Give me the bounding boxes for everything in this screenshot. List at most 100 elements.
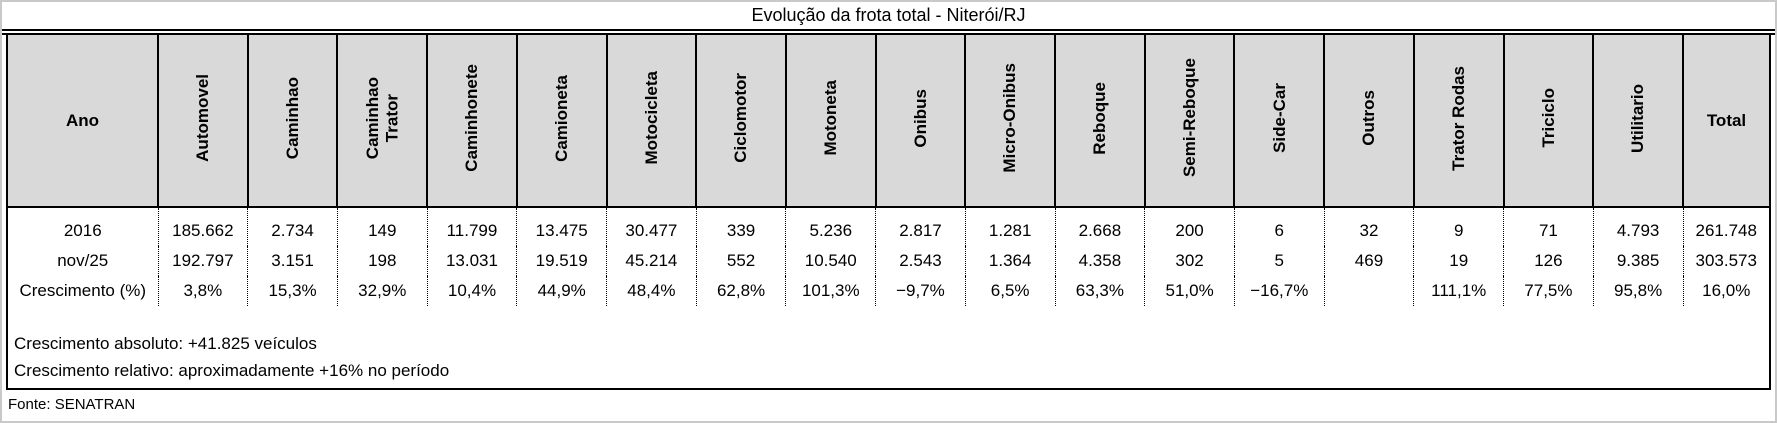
column-header-ano: Ano xyxy=(8,35,158,208)
table-row-2016: 2016 185.662 2.734 149 11.799 13.475 30.477 339… xyxy=(8,207,1769,246)
column-header-label: Utilitario xyxy=(1628,83,1648,153)
fleet-table: Ano Automovel Caminhao Caminhao Trator Camin… xyxy=(8,35,1769,306)
cell-nov-25-micro-onibus: 1.364 xyxy=(964,246,1056,276)
cell-nov-25-outros: 469 xyxy=(1323,246,1414,276)
column-header-utilitario: Utilitario xyxy=(1592,35,1683,208)
cell-crescimento-caminhao-trator: 32,9% xyxy=(336,276,428,306)
cell-nov-25-ciclomotor: 552 xyxy=(695,246,786,276)
cell-nov-25-motocicleta: 45.214 xyxy=(606,246,697,276)
cell-crescimento-caminhao: 15,3% xyxy=(247,276,338,306)
cell-crescimento-side-car: −16,7% xyxy=(1233,276,1325,306)
column-header-triciclo: Triciclo xyxy=(1502,35,1594,208)
cell-2016-caminhonete: 11.799 xyxy=(426,207,517,246)
cell-crescimento-trator-rodas: 111,1% xyxy=(1413,276,1504,306)
column-header-label: Automovel xyxy=(193,74,213,162)
cell-nov-25-caminhao: 3.151 xyxy=(247,246,338,276)
cell-crescimento-triciclo: 77,5% xyxy=(1503,276,1594,306)
cell-2016-ciclomotor: 339 xyxy=(695,207,786,246)
column-header-label: Caminhao xyxy=(282,76,302,160)
column-header-label: Ciclomotor xyxy=(731,73,751,163)
source-label: Fonte: SENATRAN xyxy=(8,396,136,413)
column-header-label: Side-Car xyxy=(1269,83,1289,153)
column-header-label: Triciclo xyxy=(1538,88,1558,148)
column-header-total: Total xyxy=(1682,35,1769,208)
column-header-caminhao: Caminhao xyxy=(246,35,338,208)
cell-2016-camioneta: 13.475 xyxy=(516,207,607,246)
column-header-reboque: Reboque xyxy=(1054,35,1145,208)
cell-nov-25-side-car: 5 xyxy=(1233,246,1325,276)
page-title: Evolução da frota total - Niterói/RJ xyxy=(751,5,1026,25)
column-header-label: Caminhao Trator xyxy=(362,76,402,160)
column-header-label: Onibus xyxy=(910,88,930,148)
cell-2016-outros: 32 xyxy=(1323,207,1414,246)
cell-nov-25-caminhonete: 13.031 xyxy=(426,246,517,276)
cell-nov-25-triciclo: 126 xyxy=(1503,246,1594,276)
column-header-micro-onibus: Micro-Onibus xyxy=(964,35,1056,208)
cell-crescimento-outros xyxy=(1323,276,1414,306)
cell-crescimento-motocicleta: 48,4% xyxy=(606,276,697,306)
cell-2016-triciclo: 71 xyxy=(1503,207,1594,246)
row-label: nov/25 xyxy=(57,251,109,270)
cell-2016-utilitario: 4.793 xyxy=(1592,207,1683,246)
column-header-automovel: Automovel xyxy=(157,35,248,208)
cell-nov-25-reboque: 4.358 xyxy=(1054,246,1145,276)
table-row-crescimento: Crescimento (%) 3,8% 15,3% 32,9% 10,4% 44,9% 4… xyxy=(8,276,1769,306)
cell-nov-25-camioneta: 19.519 xyxy=(516,246,607,276)
cell-2016-semi-reboque: 200 xyxy=(1144,207,1235,246)
cell-2016-motocicleta: 30.477 xyxy=(606,207,697,246)
cell-crescimento-utilitario: 95,8% xyxy=(1592,276,1683,306)
cell-2016-reboque: 2.668 xyxy=(1054,207,1145,246)
cell-crescimento-reboque: 63,3% xyxy=(1054,276,1145,306)
cell-2016-trator-rodas: 9 xyxy=(1413,207,1504,246)
column-header-label: Micro-Onibus xyxy=(1000,63,1020,173)
cell-2016-micro-onibus: 1.281 xyxy=(964,207,1056,246)
cell-crescimento-onibus: −9,7% xyxy=(875,276,966,306)
cell-crescimento-semi-reboque: 51,0% xyxy=(1144,276,1235,306)
cell-nov-25-automovel: 192.797 xyxy=(157,246,248,276)
column-header-label: Caminhonete xyxy=(462,64,482,172)
column-header-caminhonete: Caminhonete xyxy=(426,35,517,208)
column-header-ciclomotor: Ciclomotor xyxy=(695,35,786,208)
column-header-motocicleta: Motocicleta xyxy=(605,35,697,208)
cell-crescimento-ciclomotor: 62,8% xyxy=(695,276,786,306)
column-header-camioneta: Camioneta xyxy=(515,35,607,208)
cell-nov-25-utilitario: 9.385 xyxy=(1592,246,1683,276)
cell-2016-automovel: 185.662 xyxy=(157,207,248,246)
cell-2016-motoneta: 5.236 xyxy=(785,207,876,246)
cell-crescimento-motoneta: 101,3% xyxy=(785,276,876,306)
cell-crescimento-caminhonete: 10,4% xyxy=(426,276,517,306)
cell-crescimento-total: 16,0% xyxy=(1682,276,1769,306)
cell-nov-25-total: 303.573 xyxy=(1682,246,1769,276)
cell-crescimento-camioneta: 44,9% xyxy=(516,276,607,306)
cell-2016-total: 261.748 xyxy=(1682,207,1769,246)
column-header-label: Motocicleta xyxy=(641,71,661,165)
cell-2016-caminhao: 2.734 xyxy=(247,207,338,246)
cell-2016-side-car: 6 xyxy=(1233,207,1325,246)
column-header-label: Semi-Reboque xyxy=(1179,58,1199,178)
column-header-label: Outros xyxy=(1359,90,1379,146)
column-header-caminhao-trator: Caminhao Trator xyxy=(336,35,428,208)
cell-nov-25-caminhao-trator: 198 xyxy=(336,246,428,276)
column-header-motoneta: Motoneta xyxy=(784,35,876,208)
column-header-semi-reboque: Semi-Reboque xyxy=(1143,35,1235,208)
row-label: 2016 xyxy=(63,221,102,240)
cell-nov-25-motoneta: 10.540 xyxy=(785,246,876,276)
row-label: Crescimento (%) xyxy=(19,281,147,300)
summary-notes: Crescimento absoluto: +41.825 veículos C… xyxy=(8,306,1769,388)
title-divider xyxy=(2,29,1775,35)
column-header-label: Reboque xyxy=(1090,81,1110,155)
column-header-outros: Outros xyxy=(1323,35,1414,208)
column-header-onibus: Onibus xyxy=(874,35,966,208)
note-absolute-growth: Crescimento absoluto: +41.825 veículos xyxy=(14,334,317,353)
cell-2016-caminhao-trator: 149 xyxy=(336,207,428,246)
column-header-label: Trator Rodas xyxy=(1448,65,1468,171)
cell-nov-25-trator-rodas: 19 xyxy=(1413,246,1504,276)
cell-crescimento-micro-onibus: 6,5% xyxy=(964,276,1056,306)
column-header-label: Camioneta xyxy=(551,74,571,162)
fleet-table-box: Ano Automovel Caminhao Caminhao Trator Camin… xyxy=(6,35,1771,390)
cell-2016-onibus: 2.817 xyxy=(875,207,966,246)
cell-crescimento-automovel: 3,8% xyxy=(157,276,248,306)
table-row-nov-25: nov/25 192.797 3.151 198 13.031 19.519 45.214 5… xyxy=(8,246,1769,276)
cell-nov-25-onibus: 2.543 xyxy=(875,246,966,276)
